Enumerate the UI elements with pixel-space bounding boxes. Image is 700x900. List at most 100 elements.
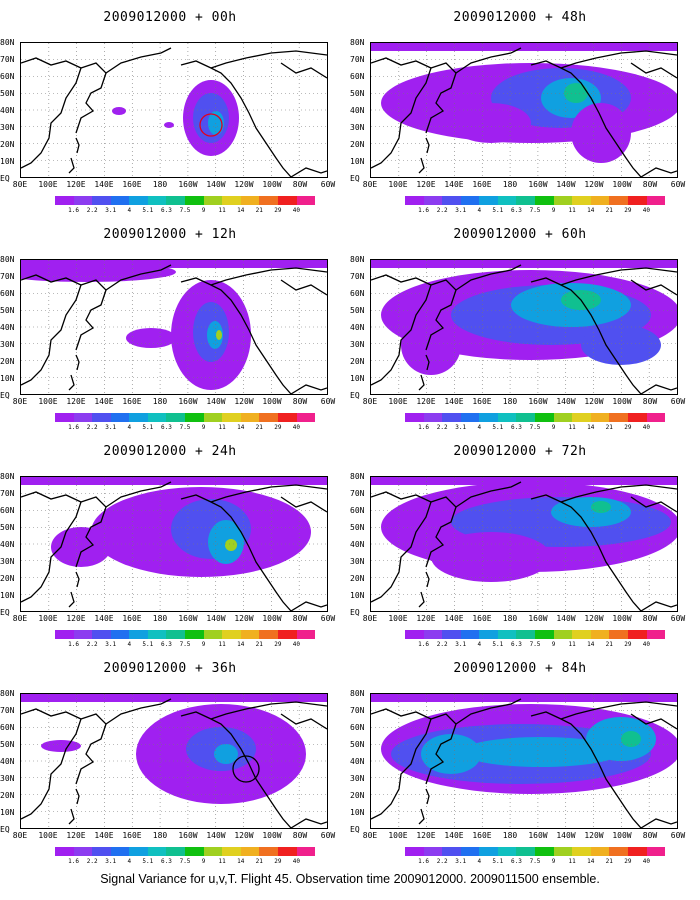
lat-tick-label: 20N: [350, 791, 365, 800]
coastline: [455, 481, 522, 508]
map-field: [371, 43, 677, 177]
variance-region: [21, 694, 327, 702]
lat-tick-label: 40N: [350, 540, 365, 549]
colorbar-swatch: [627, 196, 647, 205]
lon-tick-label: 120E: [66, 614, 86, 623]
lon-tick-label: 80E: [12, 397, 28, 406]
coastline: [180, 277, 292, 394]
lat-tick-label: 60N: [350, 72, 365, 81]
variance-region: [551, 497, 631, 527]
lat-tick-label: 50N: [350, 740, 365, 749]
lon-tick-label: 80E: [362, 397, 378, 406]
colorbar-swatch: [110, 413, 130, 422]
panel-title: 2009012000 + 72h: [453, 444, 587, 459]
colorbar-swatch: [423, 630, 443, 639]
coastline: [630, 496, 677, 513]
map-field: [21, 477, 327, 611]
coastline: [530, 60, 642, 177]
coastline: [21, 708, 82, 820]
coastline: [560, 701, 677, 720]
lat-tick-label: 50N: [0, 89, 15, 98]
colorbar: [405, 847, 666, 856]
lon-tick-label: 100W: [612, 831, 632, 840]
colorbar-swatch: [73, 196, 93, 205]
colorbar-swatch: [479, 630, 498, 639]
colorbar-label: 9: [201, 858, 206, 865]
colorbar-label: 1.6: [68, 858, 79, 865]
colorbar-swatch: [460, 847, 480, 856]
lat-tick-label: 50N: [0, 740, 15, 749]
lat-tick-label: 80N: [350, 38, 365, 47]
colorbar-swatch: [92, 413, 111, 422]
colorbar-label: 1.6: [418, 207, 429, 214]
colorbar-label: 11: [568, 858, 576, 865]
coastline: [560, 484, 677, 503]
lat-tick-label: 40N: [350, 323, 365, 332]
lon-tick-label: 100W: [262, 180, 282, 189]
lon-tick-label: 100E: [388, 180, 408, 189]
colorbar-label: 4: [127, 858, 132, 865]
lon-tick-label: 140E: [444, 614, 464, 623]
colorbar-label: 21: [605, 858, 613, 865]
lat-tick-label: 40N: [350, 106, 365, 115]
colorbar-swatch: [535, 630, 554, 639]
colorbar-swatch: [590, 847, 610, 856]
lat-tick-label: 20N: [0, 140, 15, 149]
colorbar-label: 7.5: [179, 858, 191, 865]
lon-tick-label: 120E: [66, 831, 86, 840]
colorbar-swatch: [497, 847, 517, 856]
colorbar-label: 40: [292, 858, 301, 865]
colorbar-swatch: [203, 196, 223, 205]
colorbar-swatch: [479, 413, 498, 422]
colorbar-label: 4: [477, 641, 482, 648]
colorbar-label: 6.3: [511, 641, 522, 648]
lat-tick-label: 80N: [0, 38, 15, 47]
colorbar-label: 21: [255, 424, 263, 431]
colorbar-swatch: [296, 196, 316, 205]
lat-tick-label: 30N: [350, 123, 365, 132]
lon-tick-label: 80W: [292, 831, 308, 840]
figure-caption: Signal Variance for u,v,T. Flight 45. Ob…: [100, 872, 600, 886]
colorbar-swatch: [516, 196, 536, 205]
lat-tick-label: EQ: [350, 608, 360, 617]
colorbar-label: 29: [624, 641, 632, 648]
colorbar-swatch: [296, 847, 316, 856]
colorbar-label: 11: [218, 207, 226, 214]
colorbar-swatch: [405, 630, 424, 639]
panel-00h: 2009012000 + 00h 80N 70N 60N 50N 40N 30N 20N 10…: [0, 0, 340, 215]
colorbar-label: 14: [237, 207, 245, 214]
variance-region: [216, 330, 222, 340]
colorbar-label: 2.2: [86, 424, 98, 431]
colorbar-label: 5.1: [492, 207, 504, 214]
colorbar-label: 40: [642, 858, 651, 865]
map-plot: [370, 476, 678, 612]
colorbar-swatch: [296, 413, 316, 422]
lat-tick-label: 10N: [0, 808, 15, 817]
colorbar-label: 3.1: [455, 858, 467, 865]
colorbar-label: 1.6: [68, 641, 79, 648]
coastline: [280, 496, 327, 513]
colorbar-swatch: [222, 630, 241, 639]
colorbar-swatch: [296, 630, 316, 639]
colorbar-label: 9: [551, 207, 556, 214]
lat-tick-label: 60N: [0, 723, 15, 732]
coastline: [68, 808, 75, 825]
lat-tick-label: 30N: [0, 340, 15, 349]
colorbar-label: 14: [587, 207, 595, 214]
coastline: [75, 279, 107, 351]
coastline: [425, 279, 457, 351]
lat-tick-label: 60N: [350, 723, 365, 732]
panel-84h: 2009012000 + 84h 80N 70N 60N 50N 40N 30N 20N 10…: [350, 651, 690, 866]
colorbar-label: 40: [642, 641, 651, 648]
lon-tick-label: 160W: [528, 180, 548, 189]
colorbar-swatch: [572, 847, 591, 856]
lat-tick-label: 60N: [350, 506, 365, 515]
lat-tick-label: EQ: [0, 608, 10, 617]
lon-tick-label: 180: [502, 180, 518, 189]
lon-tick-label: 100W: [612, 180, 632, 189]
map-field: [21, 260, 327, 394]
coastline: [75, 137, 80, 154]
lat-tick-label: 10N: [350, 808, 365, 817]
colorbar-label: 2.2: [86, 207, 98, 214]
lat-tick-label: 50N: [350, 306, 365, 315]
